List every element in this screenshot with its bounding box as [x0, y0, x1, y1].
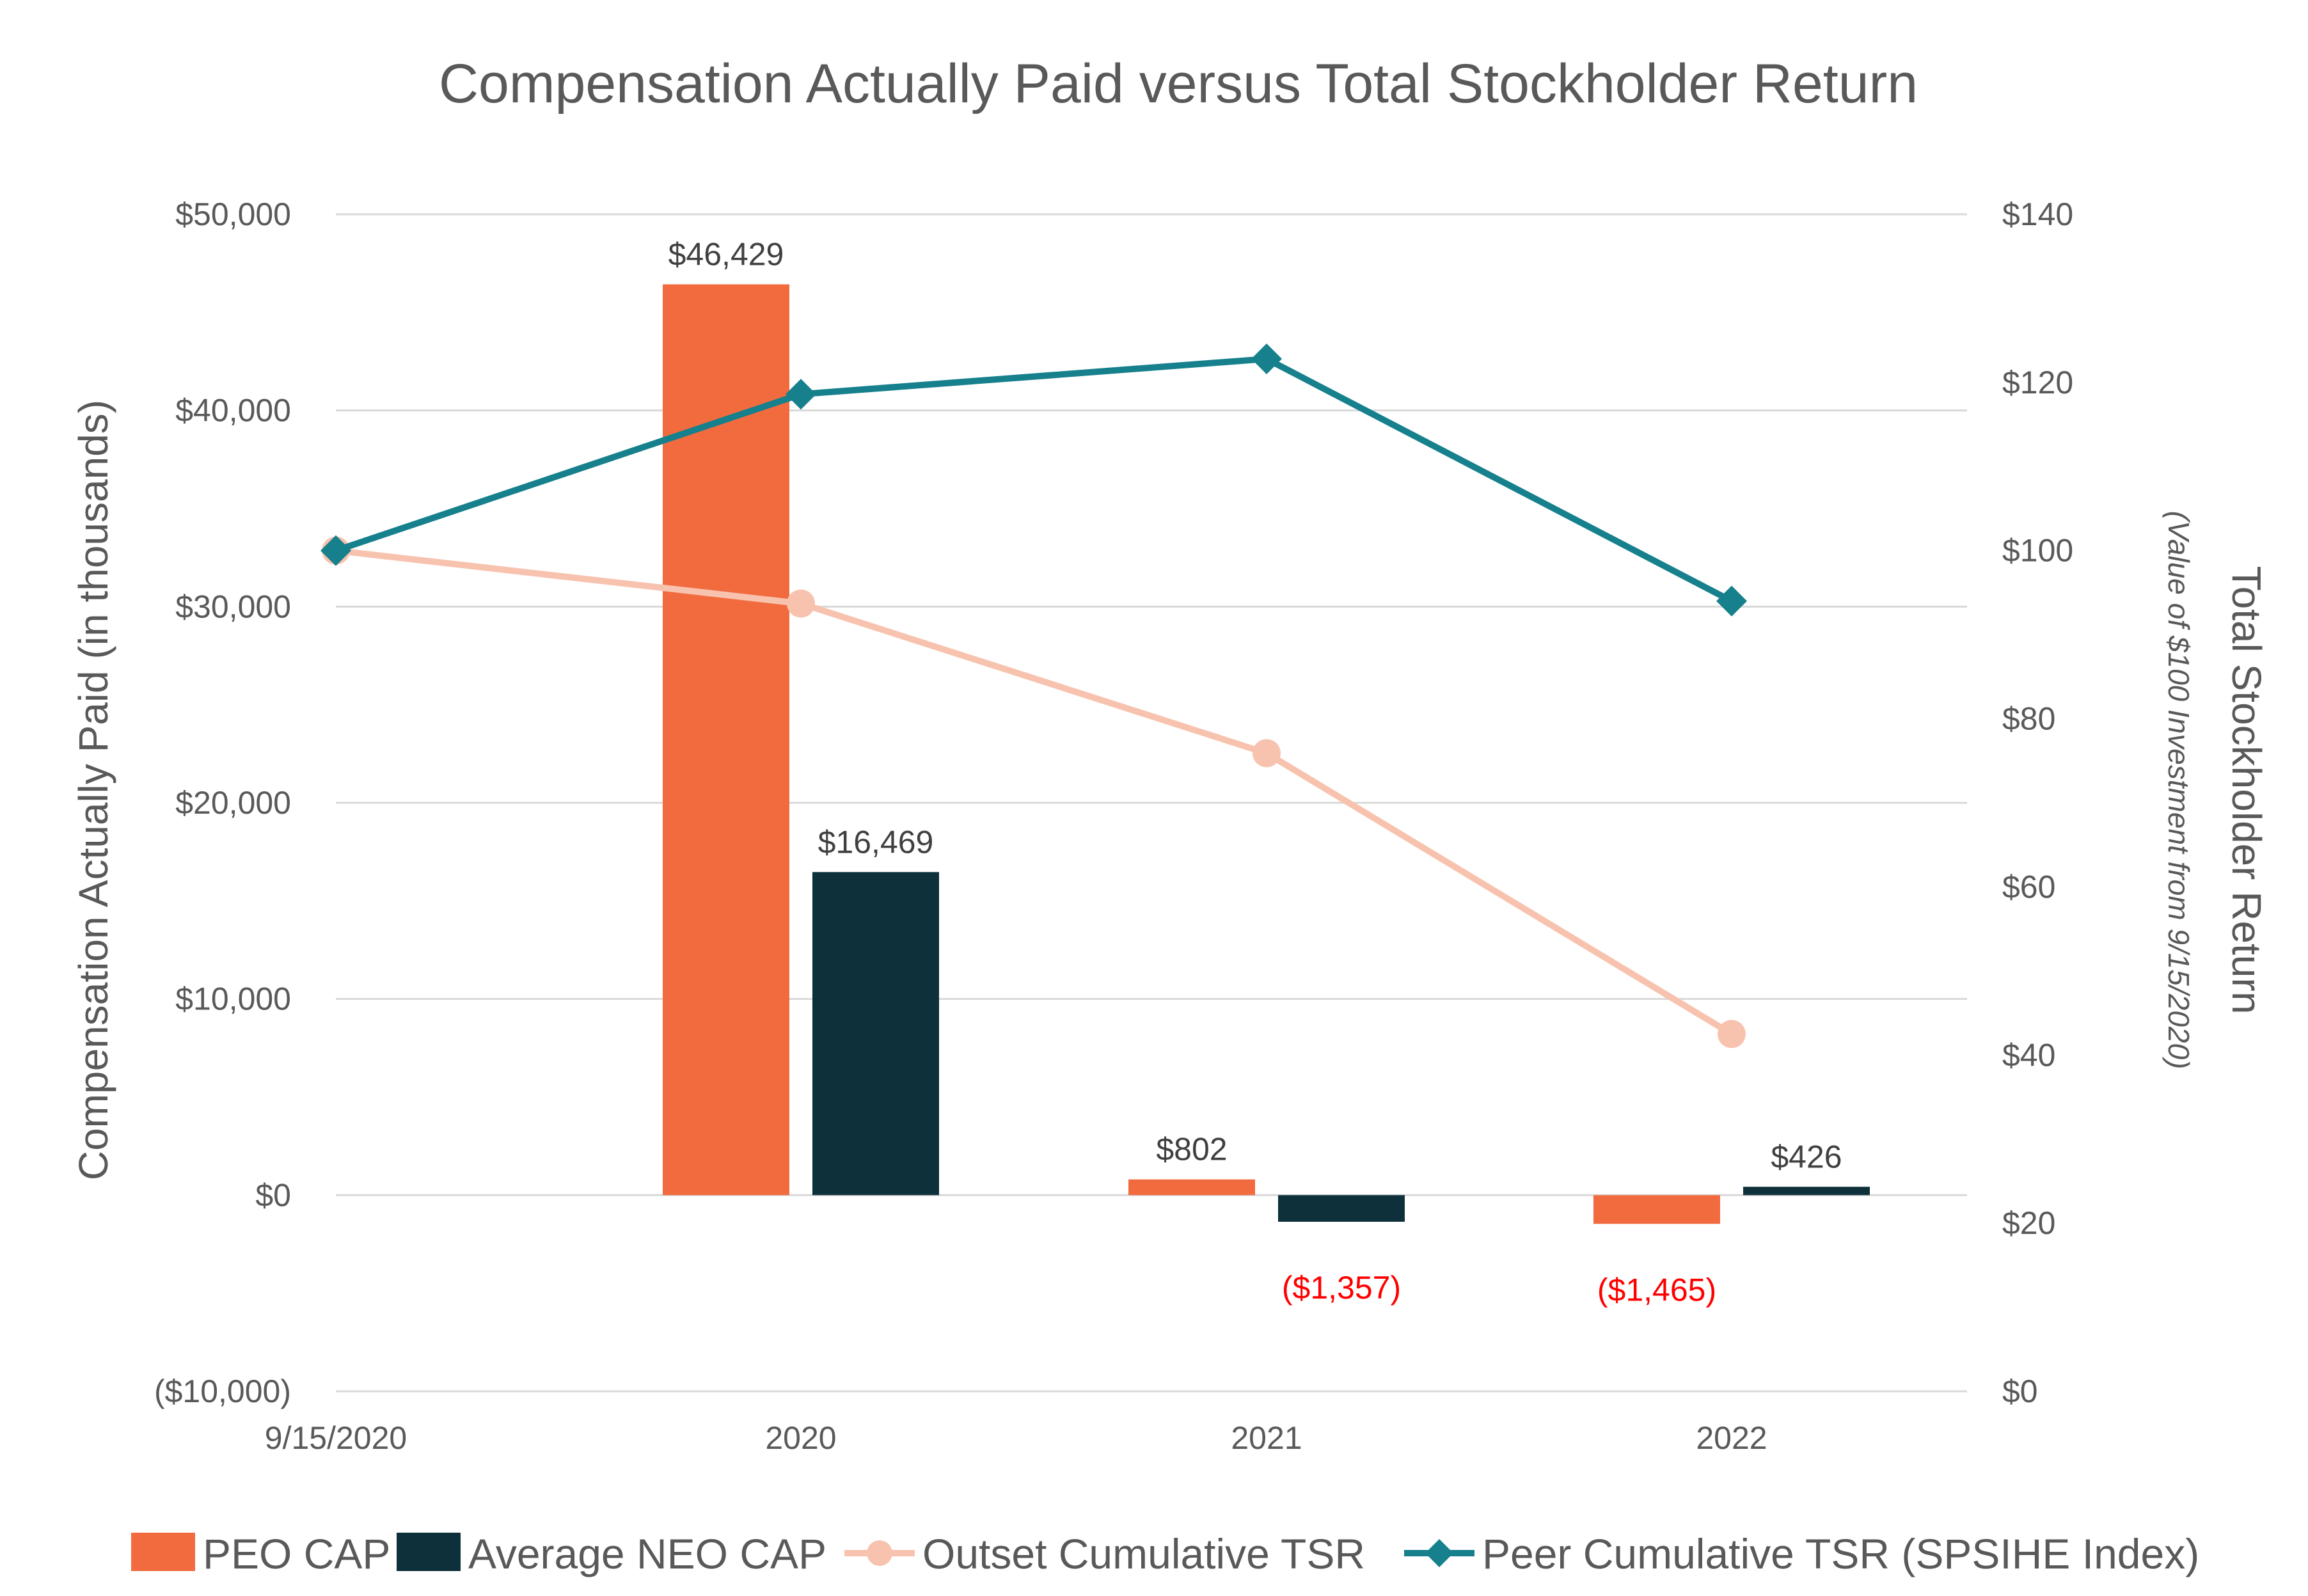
point-peer-tsr	[320, 535, 351, 566]
bar-data-label: $426	[1771, 1139, 1842, 1174]
right-tick-label: $140	[2002, 196, 2073, 232]
x-tick-label: 2022	[1696, 1420, 1767, 1456]
bar-data-label: $802	[1156, 1132, 1227, 1167]
x-tick-label: 2021	[1231, 1420, 1302, 1456]
chart-title: Compensation Actually Paid versus Total …	[439, 53, 1918, 115]
legend-swatch	[131, 1533, 195, 1571]
legend-marker	[1425, 1539, 1453, 1567]
bar-peo-cap	[1128, 1179, 1255, 1196]
tsr-lines	[320, 344, 1747, 1048]
point-outset-tsr	[787, 589, 815, 618]
legend-label: Peer Cumulative TSR (SPSIHE Index)	[1482, 1530, 2199, 1577]
right-tick-label: $0	[2002, 1373, 2038, 1409]
point-outset-tsr	[1718, 1020, 1746, 1048]
legend: PEO CAP Average NEO CAP Outset Cumulative …	[131, 1530, 2199, 1577]
left-axis-ticks: $50,000 $40,000 $30,000 $20,000 $10,000 $0 ($1…	[154, 196, 291, 1409]
gridlines	[336, 213, 1967, 1393]
left-tick-label: $10,000	[175, 981, 291, 1017]
right-tick-label: $120	[2002, 365, 2073, 400]
legend-marker	[867, 1540, 892, 1566]
left-tick-label: ($10,000)	[154, 1373, 291, 1409]
right-axis-subtitle: (Value of $100 Investment from 9/15/2020…	[2162, 511, 2195, 1070]
bar-average-neo-cap	[1743, 1187, 1870, 1196]
right-tick-label: $80	[2002, 701, 2055, 737]
right-axis-title: Total Stockholder Return	[2224, 566, 2270, 1015]
x-tick-label: 9/15/2020	[265, 1420, 407, 1456]
left-tick-label: $0	[255, 1177, 291, 1213]
bar-average-neo-cap	[1278, 1195, 1405, 1222]
bar-data-label: $46,429	[668, 237, 784, 273]
bar-data-label: ($1,465)	[1597, 1272, 1716, 1308]
bar-data-labels: $46,429 $802 ($1,465) $16,469 ($1,357) $426	[668, 237, 1842, 1308]
right-axis-ticks: $140 $120 $100 $80 $60 $40 $20 $0	[2002, 196, 2073, 1409]
legend-label: PEO CAP	[203, 1530, 390, 1577]
bar-data-label: ($1,357)	[1282, 1270, 1401, 1306]
bar-data-label: $16,469	[818, 824, 934, 860]
bar-average-neo-cap	[812, 872, 939, 1196]
left-axis-title: Compensation Actually Paid (in thousands…	[70, 400, 116, 1180]
point-peer-tsr	[786, 379, 816, 410]
legend-label: Average NEO CAP	[468, 1530, 826, 1577]
right-tick-label: $40	[2002, 1037, 2055, 1073]
right-tick-label: $100	[2002, 533, 2073, 569]
left-tick-label: $20,000	[175, 785, 291, 821]
point-peer-tsr	[1251, 344, 1282, 375]
line-peer-cumulative-tsr-spsihe-index-	[335, 356, 1734, 604]
left-tick-label: $40,000	[175, 393, 291, 429]
right-tick-label: $20	[2002, 1205, 2055, 1241]
right-tick-label: $60	[2002, 869, 2055, 905]
line-outset-cumulative-tsr	[335, 547, 1734, 1037]
x-axis-ticks: 9/15/2020 2020 2021 2022	[265, 1420, 1767, 1456]
point-outset-tsr	[1253, 739, 1281, 768]
legend-swatch	[397, 1533, 461, 1571]
legend-label: Outset Cumulative TSR	[922, 1530, 1365, 1577]
left-tick-label: $30,000	[175, 589, 291, 624]
x-tick-label: 2020	[765, 1420, 836, 1456]
point-peer-tsr	[1716, 585, 1747, 617]
left-tick-label: $50,000	[175, 196, 291, 232]
bar-peo-cap	[1593, 1195, 1720, 1224]
bars	[663, 284, 1870, 1224]
